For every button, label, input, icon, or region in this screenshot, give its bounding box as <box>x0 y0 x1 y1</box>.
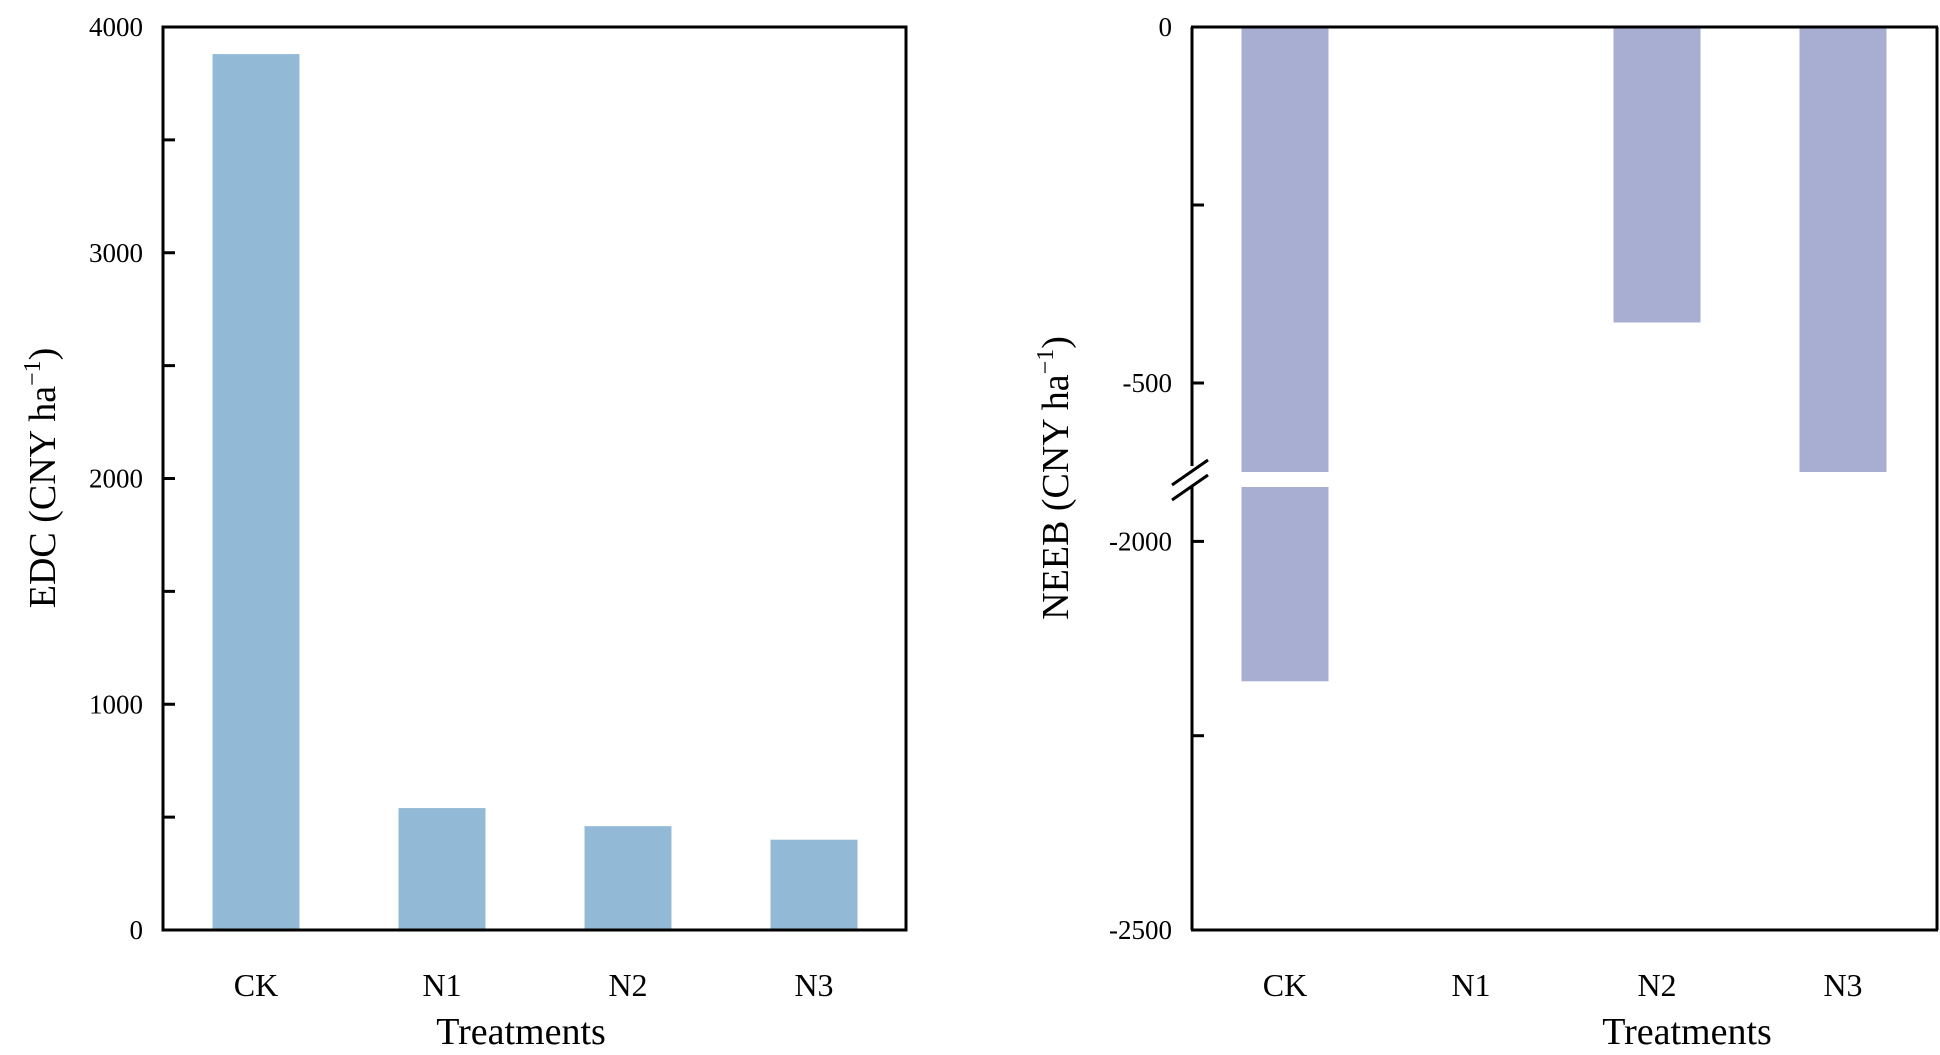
neeb-y-ticks: 0 -500 -2000 -2500 <box>1109 12 1204 945</box>
edc-chart: 0 1000 2000 3000 4000 CK N1 N2 N3 Treatments ED… <box>20 12 908 1053</box>
neeb-bars <box>1241 27 1887 682</box>
edc-y-tick-label: 0 <box>130 915 144 945</box>
neeb-x-tick-label: N2 <box>1637 967 1676 1003</box>
edc-bar-ck <box>212 54 300 930</box>
neeb-y-tick-label: 0 <box>1159 12 1173 42</box>
axis-break-mark <box>1171 458 1209 487</box>
edc-bar-n2 <box>584 826 672 930</box>
neeb-x-tick-label: N3 <box>1823 967 1862 1003</box>
neeb-x-tick-label: N1 <box>1451 967 1490 1003</box>
neeb-x-tick-label: CK <box>1263 967 1307 1003</box>
neeb-y-tick-label: -2000 <box>1109 526 1172 556</box>
edc-y-tick-label: 3000 <box>89 238 143 268</box>
neeb-x-axis-title: Treatments <box>1602 1011 1772 1053</box>
neeb-bar-ck-lower <box>1241 487 1329 682</box>
edc-x-tick-label: CK <box>234 967 278 1003</box>
edc-x-tick-label: N2 <box>608 967 647 1003</box>
edc-y-ticks: 0 1000 2000 3000 4000 <box>89 12 175 945</box>
neeb-bar-n3 <box>1799 27 1887 472</box>
neeb-y-tick-label: -500 <box>1123 368 1173 398</box>
edc-x-axis-title: Treatments <box>436 1011 606 1053</box>
neeb-x-tick-labels: CK N1 N2 N3 <box>1263 967 1863 1003</box>
edc-bar-n3 <box>770 839 858 930</box>
neeb-bar-n2 <box>1613 27 1701 323</box>
edc-x-tick-label: N3 <box>794 967 833 1003</box>
neeb-y-tick-label: -2500 <box>1109 915 1172 945</box>
edc-y-axis-title: EDC (CNY ha−1) <box>20 348 64 609</box>
neeb-y-axis-title: NEEB (CNY ha−1) <box>1033 336 1077 620</box>
edc-y-tick-label: 2000 <box>89 464 143 494</box>
edc-bars <box>212 54 858 930</box>
edc-x-tick-label: N1 <box>422 967 461 1003</box>
neeb-bar-ck-upper <box>1241 27 1329 472</box>
edc-y-tick-label: 1000 <box>89 689 143 719</box>
edc-y-tick-label: 4000 <box>89 12 143 42</box>
edc-bar-n1 <box>398 808 486 930</box>
neeb-chart: 0 -500 -2000 -2500 CK N1 N2 N3 Treatments NEEB… <box>1033 12 1939 1053</box>
axis-break-mark <box>1171 473 1209 502</box>
edc-x-tick-labels: CK N1 N2 N3 <box>234 967 834 1003</box>
